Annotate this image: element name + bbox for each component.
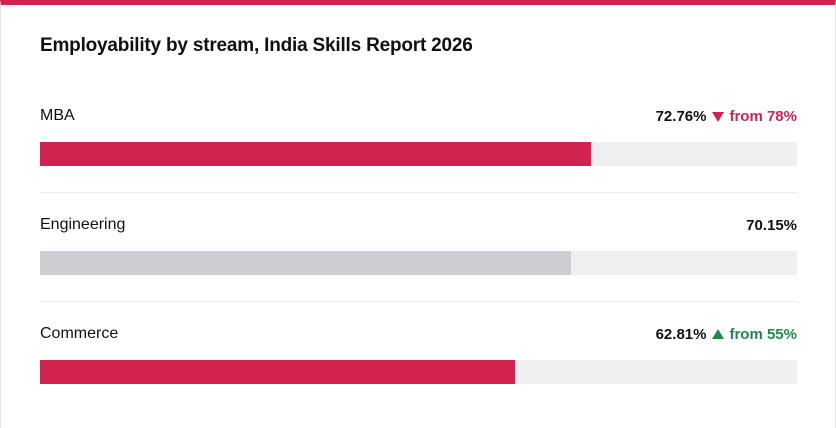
bar-track <box>40 142 797 166</box>
bar-row: Commerce 62.81% from 55% <box>40 323 797 384</box>
bar <box>40 142 591 166</box>
arrow-shape <box>712 111 725 122</box>
bar-track <box>40 360 797 384</box>
change: from 55% <box>712 326 797 343</box>
bar <box>40 251 572 275</box>
row-header: Engineering 70.15% <box>40 214 797 236</box>
category-label: Engineering <box>40 216 126 233</box>
value-group: 70.15% <box>746 217 797 234</box>
change-arrow <box>712 111 725 122</box>
change-label: from 78% <box>729 107 797 125</box>
value-group: 62.81% from 55% <box>656 326 797 343</box>
arrow-shape <box>712 328 725 339</box>
value-label: 72.76% <box>655 107 707 125</box>
bar-row: MBA 72.76% from 78% <box>40 105 797 166</box>
separator <box>40 192 797 193</box>
row-header: MBA 72.76% from 78% <box>40 105 797 127</box>
change-label: from 55% <box>729 325 797 343</box>
value-group: 72.76% from 78% <box>656 108 797 125</box>
change: from 78% <box>712 108 797 125</box>
value-label: 62.81% <box>655 325 707 343</box>
value-label: 70.15% <box>746 216 797 234</box>
bar-track <box>40 251 797 275</box>
row-header: Commerce 62.81% from 55% <box>40 323 797 345</box>
bar-row: Engineering 70.15% <box>40 214 797 275</box>
separator <box>40 301 797 302</box>
category-label: MBA <box>40 107 75 124</box>
change-arrow <box>712 328 725 339</box>
category-label: Commerce <box>40 325 119 342</box>
chart-title: Employability by stream, India Skills Re… <box>40 35 473 56</box>
bar <box>40 360 516 384</box>
